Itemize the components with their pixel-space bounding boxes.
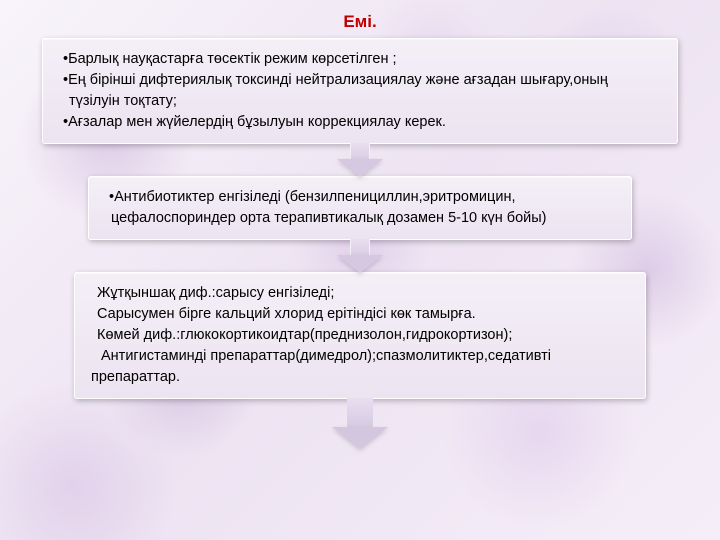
box1-line-1: •Барлық науқастарға төсектік режим көрсе… — [59, 49, 661, 70]
box2-line-2: цефалоспориндер орта терапивтикалық доза… — [105, 208, 615, 229]
box1-line-3: түзілуін тоқтату; — [59, 91, 661, 112]
box1-line-2: •Ең бірінші дифтериялық токсинді нейтрал… — [59, 70, 661, 91]
box3-line-5: препараттар. — [91, 367, 629, 388]
box1-line-4: •Ағзалар мен жүйелердің бұзылуын коррекц… — [59, 112, 661, 133]
box2-line-1: •Антибиотиктер енгізіледі (бензилпеницил… — [105, 187, 615, 208]
box3-line-4: Антигистаминді препараттар(димедрол);спа… — [91, 346, 629, 367]
box3-line-2: Сарысумен бірге кальций хлорид ерітіндіс… — [91, 304, 629, 325]
diagram-title: Емі. — [38, 12, 682, 32]
flow-box-3: Жұтқыншақ диф.:сарысу енгізіледі; Сарысу… — [74, 272, 646, 399]
arrow-1 — [38, 143, 682, 177]
box3-line-3: Көмей диф.:глюкокортикоидтар(преднизолон… — [91, 325, 629, 346]
arrow-2 — [38, 239, 682, 273]
arrow-final — [38, 398, 682, 454]
flow-box-1: •Барлық науқастарға төсектік режим көрсе… — [42, 38, 678, 144]
box3-line-1: Жұтқыншақ диф.:сарысу енгізіледі; — [91, 283, 629, 304]
flow-box-2: •Антибиотиктер енгізіледі (бензилпеницил… — [88, 176, 632, 240]
